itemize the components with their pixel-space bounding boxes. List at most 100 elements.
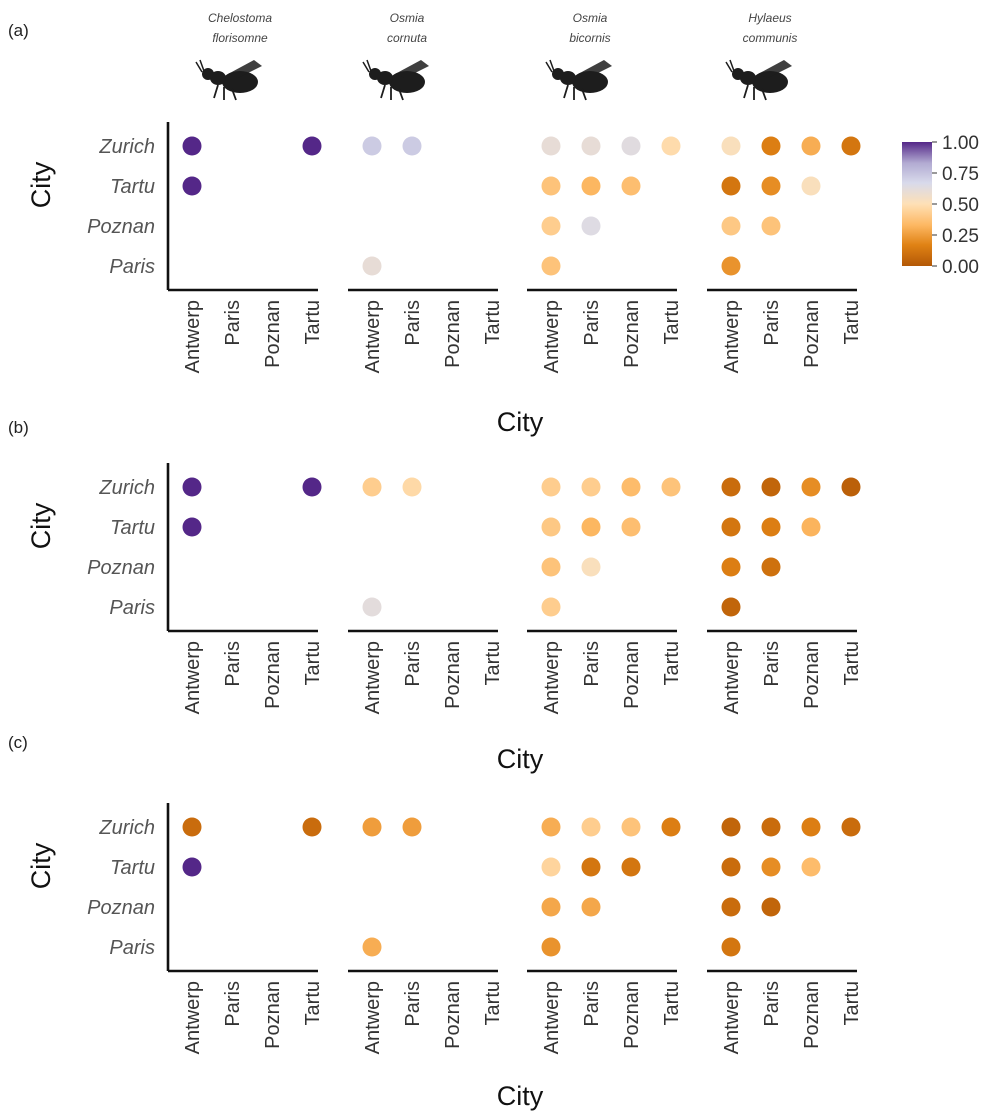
x-tick-label: Antwerp bbox=[541, 981, 563, 1054]
x-tick-label: Poznan bbox=[442, 981, 464, 1049]
data-point bbox=[761, 897, 781, 917]
data-point bbox=[721, 477, 741, 497]
y-axis-title: City bbox=[26, 502, 56, 549]
panel: (a) City Zurich Tartu Poznan Paris Antwerp Pari… bbox=[8, 21, 863, 437]
facet: Antwerp Paris Poznan Tartu bbox=[348, 477, 504, 714]
species-name-line2: florisomne bbox=[212, 31, 268, 45]
data-point bbox=[581, 477, 601, 497]
x-tick-label: Paris bbox=[761, 641, 783, 687]
data-point bbox=[761, 857, 781, 877]
y-tick-label: Tartu bbox=[110, 517, 155, 539]
data-point bbox=[801, 136, 821, 156]
data-point bbox=[581, 897, 601, 917]
data-point bbox=[541, 857, 561, 877]
data-point bbox=[721, 517, 741, 537]
x-tick-label: Poznan bbox=[442, 300, 464, 368]
colorbar-tick-label: 0.75 bbox=[942, 164, 979, 185]
y-tick-label: Paris bbox=[109, 937, 155, 959]
data-point bbox=[761, 817, 781, 837]
x-tick-label: Paris bbox=[402, 300, 424, 346]
x-axis-title: City bbox=[497, 407, 544, 437]
colorbar-tick-label: 0.00 bbox=[942, 257, 979, 278]
data-point bbox=[541, 477, 561, 497]
data-point bbox=[801, 517, 821, 537]
panel-letter: (b) bbox=[8, 418, 29, 437]
x-axis-title: City bbox=[497, 1081, 544, 1111]
data-point bbox=[721, 857, 741, 877]
data-point bbox=[841, 477, 861, 497]
data-point bbox=[541, 597, 561, 617]
data-point bbox=[362, 256, 382, 276]
data-point bbox=[841, 136, 861, 156]
data-point bbox=[541, 937, 561, 957]
data-point bbox=[721, 897, 741, 917]
data-point bbox=[761, 477, 781, 497]
data-point bbox=[761, 136, 781, 156]
data-point bbox=[362, 477, 382, 497]
x-tick-label: Antwerp bbox=[182, 641, 204, 714]
data-point bbox=[761, 517, 781, 537]
x-tick-label: Tartu bbox=[841, 981, 863, 1025]
species-name-line2: cornuta bbox=[387, 31, 427, 45]
data-point bbox=[362, 937, 382, 957]
y-tick-label: Zurich bbox=[98, 817, 155, 839]
colorbar-tick-label: 0.50 bbox=[942, 195, 979, 216]
data-point bbox=[761, 176, 781, 196]
data-point bbox=[721, 216, 741, 236]
y-tick-label: Tartu bbox=[110, 857, 155, 879]
x-tick-label: Poznan bbox=[262, 641, 284, 709]
x-tick-label: Paris bbox=[761, 300, 783, 346]
x-tick-label: Antwerp bbox=[362, 981, 384, 1054]
data-point bbox=[402, 817, 422, 837]
data-point bbox=[581, 557, 601, 577]
panel: (b) City Zurich Tartu Poznan Paris Antwerp Pari… bbox=[8, 418, 863, 774]
data-point bbox=[621, 176, 641, 196]
x-tick-label: Paris bbox=[222, 300, 244, 346]
x-tick-label: Tartu bbox=[302, 641, 324, 685]
data-point bbox=[362, 817, 382, 837]
data-point bbox=[721, 817, 741, 837]
data-point bbox=[621, 136, 641, 156]
data-point bbox=[302, 136, 322, 156]
x-tick-label: Tartu bbox=[302, 981, 324, 1025]
colorbar: 1.00 0.75 0.50 0.25 0.00 bbox=[902, 133, 979, 278]
data-point bbox=[182, 477, 202, 497]
x-tick-label: Poznan bbox=[801, 641, 823, 709]
panel-letter: (c) bbox=[8, 733, 28, 752]
data-point bbox=[661, 817, 681, 837]
data-point bbox=[801, 176, 821, 196]
x-tick-label: Tartu bbox=[661, 981, 683, 1025]
panel-letter: (a) bbox=[8, 21, 29, 40]
facet: Antwerp Paris Poznan Tartu bbox=[348, 817, 504, 1054]
data-point bbox=[541, 897, 561, 917]
data-point bbox=[661, 136, 681, 156]
data-point bbox=[541, 136, 561, 156]
y-tick-label: Tartu bbox=[110, 176, 155, 198]
facet: Antwerp Paris Poznan Tartu bbox=[707, 136, 863, 373]
x-tick-label: Poznan bbox=[262, 981, 284, 1049]
x-tick-label: Antwerp bbox=[541, 300, 563, 373]
data-point bbox=[541, 216, 561, 236]
y-tick-label: Poznan bbox=[87, 557, 155, 579]
species-label: Chelostoma florisomne bbox=[208, 11, 272, 45]
x-tick-label: Poznan bbox=[621, 641, 643, 709]
x-tick-label: Paris bbox=[402, 981, 424, 1027]
data-point bbox=[541, 256, 561, 276]
data-point bbox=[721, 176, 741, 196]
data-point bbox=[402, 136, 422, 156]
data-point bbox=[302, 817, 322, 837]
panel: (c) City Zurich Tartu Poznan Paris Antwerp Pari… bbox=[8, 733, 863, 1111]
y-tick-label: Zurich bbox=[98, 136, 155, 158]
data-point bbox=[581, 136, 601, 156]
data-point bbox=[182, 136, 202, 156]
data-point bbox=[621, 517, 641, 537]
bee-icon bbox=[195, 59, 262, 101]
data-point bbox=[402, 477, 422, 497]
bee-icon bbox=[362, 59, 429, 101]
data-point bbox=[721, 937, 741, 957]
colorbar-gradient bbox=[902, 142, 932, 266]
x-tick-label: Poznan bbox=[801, 300, 823, 368]
x-tick-label: Paris bbox=[402, 641, 424, 687]
data-point bbox=[182, 176, 202, 196]
x-tick-label: Paris bbox=[581, 300, 603, 346]
